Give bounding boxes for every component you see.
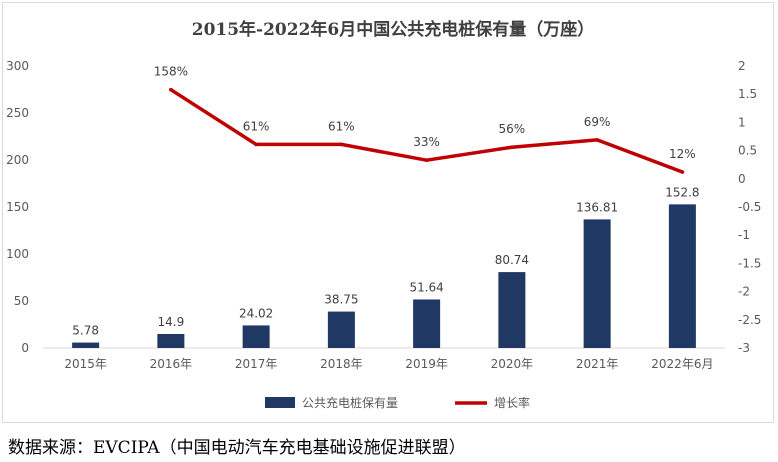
bar bbox=[583, 219, 611, 348]
y-left-tick-label: 100 bbox=[6, 247, 29, 261]
bar bbox=[72, 342, 100, 348]
x-tick-label: 2018年 bbox=[320, 357, 363, 371]
line-point bbox=[169, 87, 173, 92]
bar-data-label: 38.75 bbox=[324, 293, 358, 307]
bar bbox=[242, 325, 270, 348]
y-right-tick-label: -1.5 bbox=[738, 256, 761, 270]
line-data-label: 56% bbox=[499, 122, 526, 136]
source-note: 数据来源：EVCIPA（中国电动汽车充电基础设施促进联盟） bbox=[8, 438, 466, 458]
chart-frame: 2015年-2022年6月中国公共充电桩保有量（万座） 0 50 100 150 200… bbox=[2, 2, 774, 423]
y-left-tick-label: 300 bbox=[6, 59, 29, 73]
bar-data-label: 152.8 bbox=[665, 185, 699, 199]
y-left-tick-label: 50 bbox=[14, 294, 29, 308]
plot-area: 0 50 100 150 200 250 300 -3 -2.5 -2 -1.5 -1 -0.5 0 0.5… bbox=[6, 59, 761, 410]
bar-data-label: 51.64 bbox=[409, 280, 443, 294]
y-right-tick-label: -1 bbox=[738, 228, 750, 242]
line-data-label: 69% bbox=[584, 115, 611, 129]
y-left-tick-label: 0 bbox=[21, 341, 29, 355]
bar bbox=[498, 272, 526, 348]
x-tick-label: 2022年6月 bbox=[651, 357, 713, 371]
y-right-tick-label: 0 bbox=[738, 172, 746, 186]
chart-svg: 2015年-2022年6月中国公共充电桩保有量（万座） 050100150200… bbox=[6, 19, 761, 410]
y-left-tick-label: 200 bbox=[6, 153, 29, 167]
bar-data-label: 80.74 bbox=[495, 253, 529, 267]
line-data-label: 61% bbox=[328, 119, 355, 133]
y-right-tick-label: 1 bbox=[738, 115, 746, 129]
y-right-tick-label: 0.5 bbox=[738, 144, 757, 158]
line-data-label: 158% bbox=[154, 65, 188, 79]
y-left-tick-label: 150 bbox=[6, 200, 29, 214]
y-left-tick-label: 250 bbox=[6, 106, 29, 120]
line-point bbox=[510, 145, 514, 150]
legend-swatch-bars bbox=[265, 397, 295, 408]
bar-data-label: 136.81 bbox=[576, 200, 618, 214]
bar bbox=[157, 333, 185, 348]
line-point bbox=[254, 142, 258, 147]
bar-data-label: 24.02 bbox=[239, 306, 273, 320]
y-right-tick-label: 1.5 bbox=[738, 87, 757, 101]
bar bbox=[327, 311, 355, 348]
y-right-tick-label: -0.5 bbox=[738, 200, 761, 214]
bar-data-label: 5.78 bbox=[72, 324, 99, 338]
y-right-tick-label: -2.5 bbox=[738, 313, 761, 327]
x-tick-label: 2019年 bbox=[405, 357, 448, 371]
x-tick-label: 2016年 bbox=[150, 357, 193, 371]
line-point bbox=[680, 170, 685, 174]
x-tick-label: 2017年 bbox=[235, 357, 278, 371]
line-point bbox=[339, 142, 344, 147]
chart-title: 2015年-2022年6月中国公共充电桩保有量（万座） bbox=[192, 19, 595, 40]
legend-label-bars: 公共充电桩保有量 bbox=[302, 395, 398, 410]
line-data-label: 61% bbox=[243, 119, 270, 133]
y-right-tick-label: 2 bbox=[738, 59, 746, 73]
legend-label-line: 增长率 bbox=[494, 395, 530, 410]
x-tick-label: 2020年 bbox=[491, 357, 534, 371]
bar-data-label: 14.9 bbox=[158, 315, 185, 329]
bar bbox=[668, 204, 696, 348]
line-data-label: 12% bbox=[669, 147, 696, 161]
x-tick-label: 2021年 bbox=[576, 357, 619, 371]
line-point bbox=[595, 138, 599, 142]
line-data-label: 33% bbox=[413, 135, 440, 149]
y-right-tick-label: -3 bbox=[738, 341, 750, 355]
bar bbox=[413, 299, 441, 348]
line-point bbox=[424, 158, 429, 162]
y-right-tick-label: -2 bbox=[738, 285, 750, 299]
x-tick-label: 2015年 bbox=[64, 357, 107, 371]
